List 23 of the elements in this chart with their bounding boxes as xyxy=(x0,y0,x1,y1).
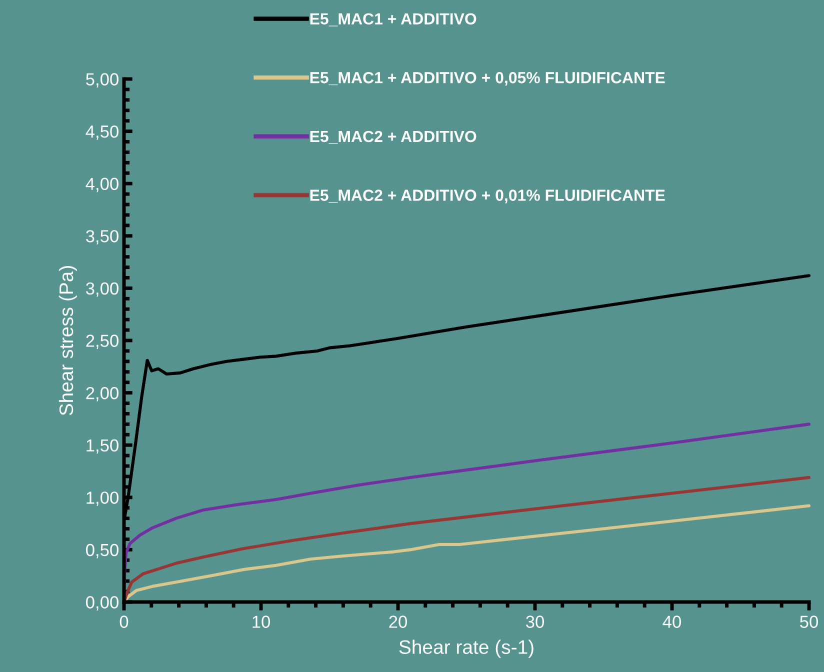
y-tick-label: 5,00 xyxy=(86,73,118,88)
x-tick-label: 0 xyxy=(120,616,128,628)
y-tick-label: 0,50 xyxy=(86,544,118,558)
x-tick-label: 20 xyxy=(389,616,407,628)
legend-label: E5_MAC2 + ADDITIVO xyxy=(310,130,476,144)
legend-label: E5_MAC1 + ADDITIVO + 0,05% FLUIDIFICANTE xyxy=(310,72,665,86)
y-tick-label: 2,00 xyxy=(86,386,118,402)
x-tick-label: 10 xyxy=(252,616,270,628)
y-tick-label: 1,50 xyxy=(86,439,118,454)
y-tick-label: 4,00 xyxy=(86,178,118,192)
legend-label: E5_MAC2 + ADDITIVO + 0,01% FLUIDIFICANTE xyxy=(310,190,665,204)
x-tick-label: 40 xyxy=(662,616,681,628)
x-tick-label: 50 xyxy=(800,616,818,628)
y-tick-label: 0,00 xyxy=(86,596,118,611)
y-tick-label: 2,50 xyxy=(86,334,118,350)
y-axis-title: Shear stress (Pa) xyxy=(58,266,78,416)
y-tick-label: 3,50 xyxy=(86,230,118,244)
legend-label: E5_MAC1 + ADDITIVO xyxy=(310,13,476,26)
y-tick-label: 1,00 xyxy=(86,492,118,506)
x-axis-title: Shear rate (s-1) xyxy=(399,640,534,658)
x-tick-label: 30 xyxy=(526,616,544,628)
y-tick-label: 3,00 xyxy=(86,282,118,297)
y-tick-label: 4,50 xyxy=(86,125,118,140)
